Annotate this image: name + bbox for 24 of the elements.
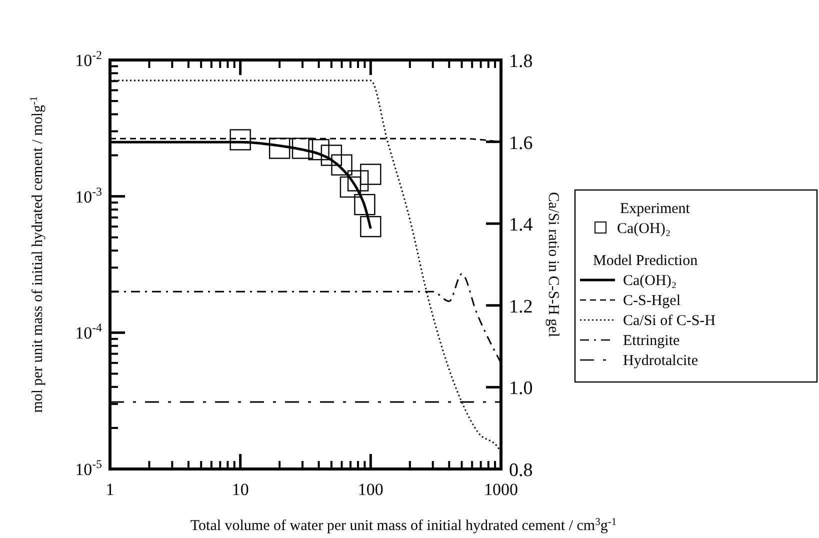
- y2-axis-title: Ca/Si ratio in C-S-H gel: [545, 192, 561, 337]
- x-axis-title: Total volume of water per unit mass of initial hydrated cement / cm$^{3}$g$^{-1}$: [190, 516, 617, 534]
- y2-tick-label: 0.8: [509, 460, 533, 481]
- x-tick-label: 100: [358, 480, 384, 499]
- legend-label: Ca/Si of C-S-H: [623, 313, 716, 329]
- y2-tick-label: 1.8: [509, 51, 533, 72]
- legend-label: Ettringite: [623, 333, 680, 349]
- x-tick-label: 1000: [484, 480, 518, 499]
- legend-label: C-S-Hgel: [623, 293, 680, 309]
- y-tick-label: 10$^{-4}$: [75, 320, 102, 343]
- y2-tick-label: 1.4: [509, 214, 534, 236]
- y-tick-label: 10$^{-2}$: [75, 48, 102, 70]
- x-tick-label: 1: [106, 480, 114, 499]
- x-tick-label: 10: [232, 480, 249, 499]
- y-tick-label: 10$^{-5}$: [75, 457, 102, 479]
- y2-tick-label: 1.6: [509, 132, 533, 154]
- y2-tick-label: 1.0: [509, 378, 533, 400]
- y2-tick-label: 1.2: [509, 296, 533, 318]
- text: Model Prediction: [593, 253, 698, 269]
- legend-label: Ca(OH)₂: [617, 221, 671, 237]
- legend-label: Ca(OH)₂: [623, 273, 677, 289]
- legend-title: Experiment: [620, 201, 691, 217]
- legend-label: Hydrotalcite: [623, 353, 698, 369]
- y-tick-label: 10$^{-3}$: [75, 184, 102, 206]
